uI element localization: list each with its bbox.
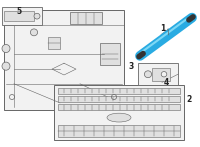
Ellipse shape xyxy=(107,113,131,122)
Bar xyxy=(70,12,102,24)
Ellipse shape xyxy=(2,62,10,70)
Text: 1: 1 xyxy=(160,24,166,33)
Bar xyxy=(152,68,170,81)
Bar xyxy=(4,11,34,21)
Bar xyxy=(58,96,180,102)
Ellipse shape xyxy=(144,71,152,78)
Text: 2: 2 xyxy=(186,95,191,105)
Bar xyxy=(100,43,120,65)
Bar xyxy=(6,11,40,24)
Bar xyxy=(58,104,180,110)
Ellipse shape xyxy=(30,29,38,36)
Bar xyxy=(48,37,60,49)
Bar xyxy=(58,88,180,94)
Text: 4: 4 xyxy=(164,78,169,87)
Bar xyxy=(58,125,180,137)
Ellipse shape xyxy=(161,72,167,77)
Text: 3: 3 xyxy=(129,62,134,71)
Bar xyxy=(2,7,42,25)
Text: 5: 5 xyxy=(16,7,22,16)
Ellipse shape xyxy=(34,13,40,19)
Ellipse shape xyxy=(2,45,10,53)
Bar xyxy=(54,85,184,140)
Bar xyxy=(138,63,178,85)
Bar xyxy=(4,10,124,110)
